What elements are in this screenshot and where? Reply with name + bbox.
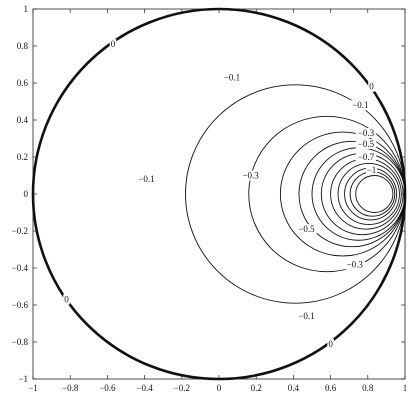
x-axis: −1 −0.8 −0.6 −0.4 −0.2 0 0.2 0.4 0.6 0.8 1 [28,9,407,393]
plot-frame [32,8,406,380]
contour-label: 0 [64,294,69,304]
contour-label: −0.5 [358,139,375,149]
contour-label-bg [296,311,317,322]
contour-label-bg [365,164,378,175]
contour-line [320,152,404,236]
contour-label-bg [368,81,375,92]
x-tick-label: 1 [403,383,408,393]
y-tick-label: −0.8 [12,337,29,347]
contour-lines [31,7,407,381]
contour-label: 0 [111,39,116,49]
x-tick-label: −1 [28,383,38,393]
y-tick-label: −0.4 [12,263,29,273]
y-tick-label: −0.2 [12,226,28,236]
x-tick-label: 0.8 [362,383,374,393]
contour-labels: 0000−0.1−0.1−0.1−0.1−0.3−0.3−0.3−0.5−0.5… [63,39,378,349]
contour-label: −0.7 [358,152,375,162]
contour-label: −0.1 [138,174,154,184]
x-tick-label: 0.4 [288,383,300,393]
contour-label-bg [355,127,377,138]
y-tick-label: 0 [24,189,29,199]
contour-label: −0.1 [298,311,314,321]
contour-line [248,115,406,273]
contour-label-bg [240,170,261,181]
contour-label: −0.1 [352,100,368,110]
contour-line [349,171,396,217]
contour-label-bg [355,139,377,150]
contour-label: −0.3 [358,128,375,138]
contour-label: 0 [328,339,333,349]
contour-label-bg [63,294,70,305]
y-tick-label: 1 [24,4,29,14]
contour-label-bg [109,39,117,50]
x-tick-label: 0 [217,383,222,393]
y-tick-label: 0.8 [17,41,29,51]
contour-label: 0 [369,82,374,92]
y-axis: −1 −0.8 −0.6 −0.4 −0.2 0 0.2 0.4 0.6 0.8 1 [12,4,405,384]
contour-label: −0.5 [298,224,315,234]
x-tick-label: −0.4 [136,383,153,393]
contour-line [337,163,400,225]
contour-label-bg [296,224,317,235]
contour-label: −0.3 [242,171,259,181]
x-tick-label: −0.6 [99,383,116,393]
contour-line [355,175,394,213]
contour-label: −1 [367,165,377,175]
y-tick-label: 0.6 [17,78,29,88]
x-tick-label: −0.2 [174,383,190,393]
contour-label-bg [136,174,157,185]
y-tick-label: 0.4 [17,115,29,125]
contour-label-bg [350,100,371,111]
x-tick-label: −0.8 [62,383,79,393]
y-tick-label: −1 [18,374,28,384]
contour-label-bg [221,72,243,83]
contour-label: −0.1 [224,72,240,82]
x-tick-label: 0.6 [325,383,337,393]
contour-label-bg [327,338,334,349]
x-tick-label: 0.2 [251,383,262,393]
contour-level-0-boundary [31,7,407,381]
contour-label: −0.3 [347,259,364,269]
contour-label-bg [355,152,377,162]
contour-line [185,84,406,304]
contour-label-bg [344,259,365,270]
y-tick-label: −0.6 [12,300,29,310]
y-tick-label: 0.2 [17,152,28,162]
